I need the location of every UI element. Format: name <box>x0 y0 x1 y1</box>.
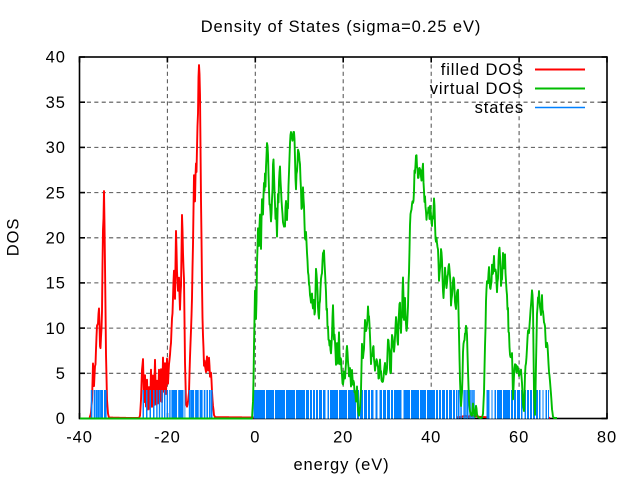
svg-text:-20: -20 <box>154 429 181 447</box>
svg-text:40: 40 <box>46 49 66 67</box>
svg-text:20: 20 <box>333 429 353 447</box>
svg-text:40: 40 <box>421 429 441 447</box>
svg-text:5: 5 <box>56 365 66 383</box>
svg-text:60: 60 <box>509 429 529 447</box>
svg-text:DOS: DOS <box>5 218 23 256</box>
svg-text:25: 25 <box>46 184 66 202</box>
svg-text:0: 0 <box>56 410 66 428</box>
svg-text:80: 80 <box>597 429 617 447</box>
svg-text:-40: -40 <box>66 429 93 447</box>
svg-text:0: 0 <box>250 429 260 447</box>
svg-text:30: 30 <box>46 139 66 157</box>
svg-text:energy (eV): energy (eV) <box>293 456 389 474</box>
svg-text:35: 35 <box>46 94 66 112</box>
svg-text:Density of States (sigma=0.25: Density of States (sigma=0.25 eV) <box>201 18 482 36</box>
svg-text:20: 20 <box>46 229 66 247</box>
svg-text:15: 15 <box>46 275 66 293</box>
svg-text:virtual DOS: virtual DOS <box>430 80 524 98</box>
svg-text:filled DOS: filled DOS <box>441 61 524 79</box>
svg-text:states: states <box>475 99 524 117</box>
svg-text:10: 10 <box>46 320 66 338</box>
